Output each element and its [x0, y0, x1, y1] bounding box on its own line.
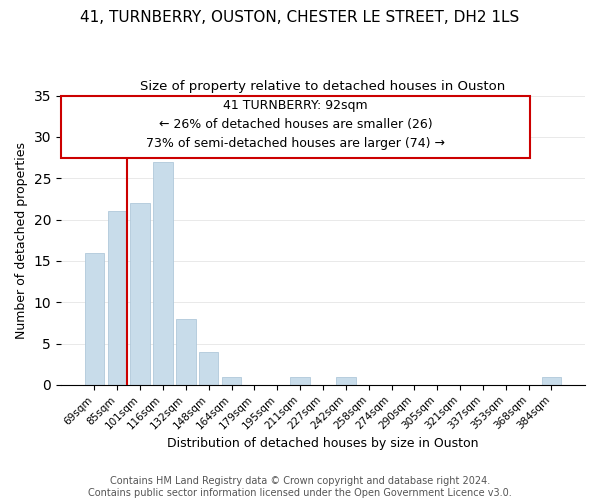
- Bar: [85, 252, 104, 385]
- FancyBboxPatch shape: [61, 96, 530, 158]
- X-axis label: Distribution of detached houses by size in Ouston: Distribution of detached houses by size …: [167, 437, 479, 450]
- Text: 41 TURNBERRY: 92sqm: 41 TURNBERRY: 92sqm: [223, 99, 368, 112]
- Bar: [336, 376, 356, 385]
- Bar: [290, 376, 310, 385]
- Text: Contains HM Land Registry data © Crown copyright and database right 2024.
Contai: Contains HM Land Registry data © Crown c…: [88, 476, 512, 498]
- Text: 73% of semi-detached houses are larger (74) →: 73% of semi-detached houses are larger (…: [146, 137, 445, 150]
- Bar: [199, 352, 218, 385]
- Text: ← 26% of detached houses are smaller (26): ← 26% of detached houses are smaller (26…: [159, 118, 433, 131]
- Bar: [542, 376, 561, 385]
- Bar: [130, 203, 150, 385]
- Bar: [222, 376, 241, 385]
- Bar: [107, 212, 127, 385]
- Bar: [176, 318, 196, 385]
- Y-axis label: Number of detached properties: Number of detached properties: [15, 142, 28, 338]
- Title: Size of property relative to detached houses in Ouston: Size of property relative to detached ho…: [140, 80, 506, 93]
- Bar: [153, 162, 173, 385]
- Text: 41, TURNBERRY, OUSTON, CHESTER LE STREET, DH2 1LS: 41, TURNBERRY, OUSTON, CHESTER LE STREET…: [80, 10, 520, 25]
